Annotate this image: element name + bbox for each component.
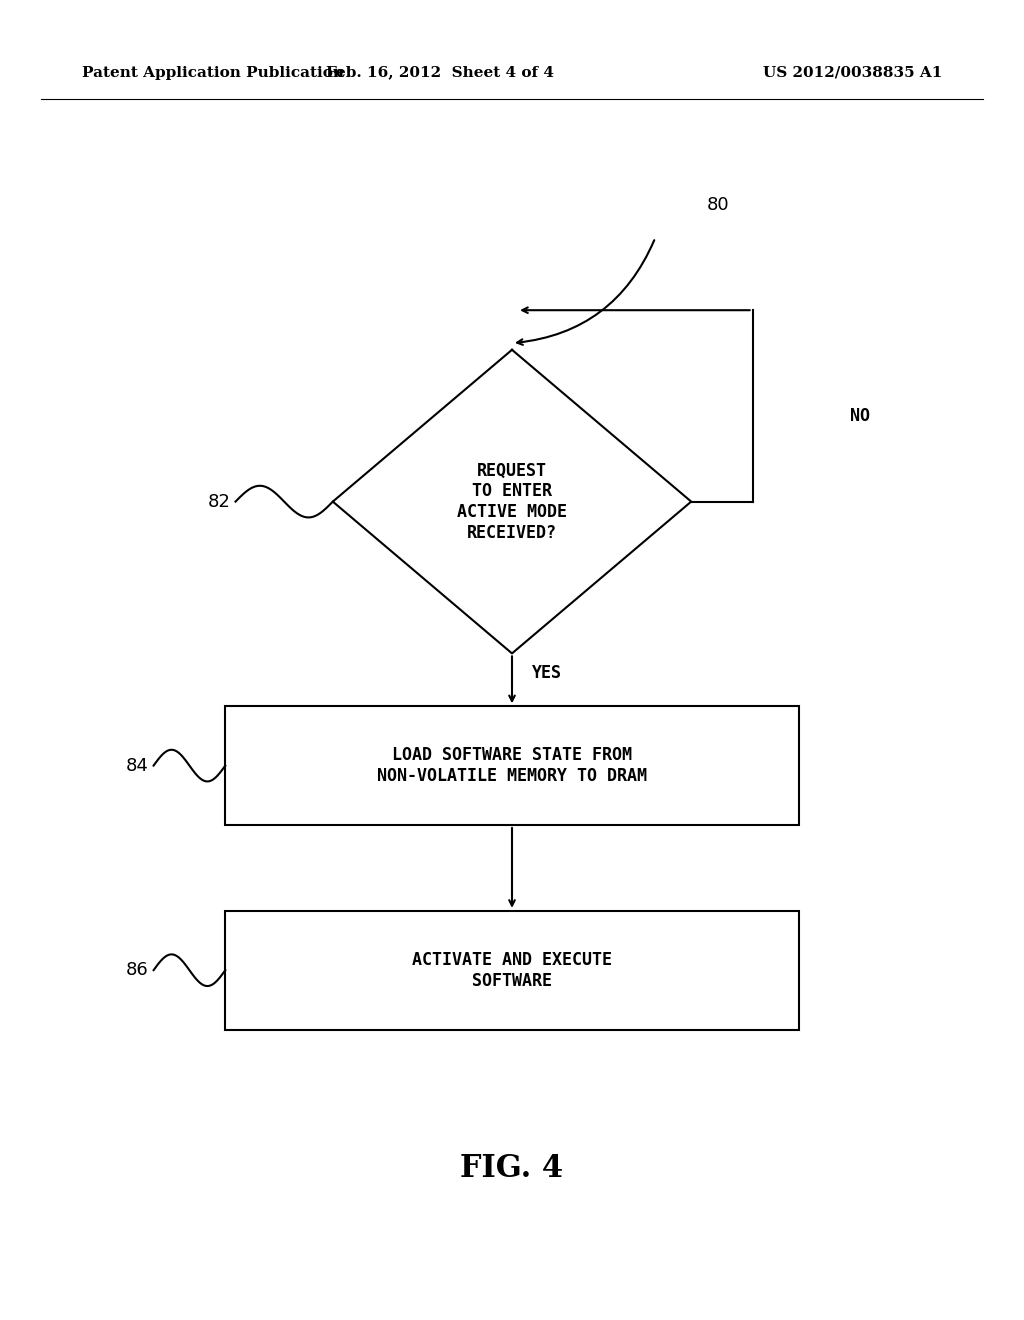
Text: REQUEST
TO ENTER
ACTIVE MODE
RECEIVED?: REQUEST TO ENTER ACTIVE MODE RECEIVED?	[457, 462, 567, 541]
Text: Patent Application Publication: Patent Application Publication	[82, 66, 344, 79]
Text: FIG. 4: FIG. 4	[461, 1152, 563, 1184]
Text: YES: YES	[532, 664, 562, 682]
Text: 86: 86	[126, 961, 148, 979]
Text: 82: 82	[208, 492, 230, 511]
Text: NO: NO	[850, 407, 870, 425]
Text: US 2012/0038835 A1: US 2012/0038835 A1	[763, 66, 942, 79]
Bar	[225, 911, 799, 1030]
Text: LOAD SOFTWARE STATE FROM
NON-VOLATILE MEMORY TO DRAM: LOAD SOFTWARE STATE FROM NON-VOLATILE ME…	[377, 746, 647, 785]
Text: Feb. 16, 2012  Sheet 4 of 4: Feb. 16, 2012 Sheet 4 of 4	[327, 66, 554, 79]
Text: ACTIVATE AND EXECUTE
SOFTWARE: ACTIVATE AND EXECUTE SOFTWARE	[412, 950, 612, 990]
Text: 80: 80	[707, 195, 729, 214]
Bar	[225, 706, 799, 825]
Text: 84: 84	[126, 756, 148, 775]
